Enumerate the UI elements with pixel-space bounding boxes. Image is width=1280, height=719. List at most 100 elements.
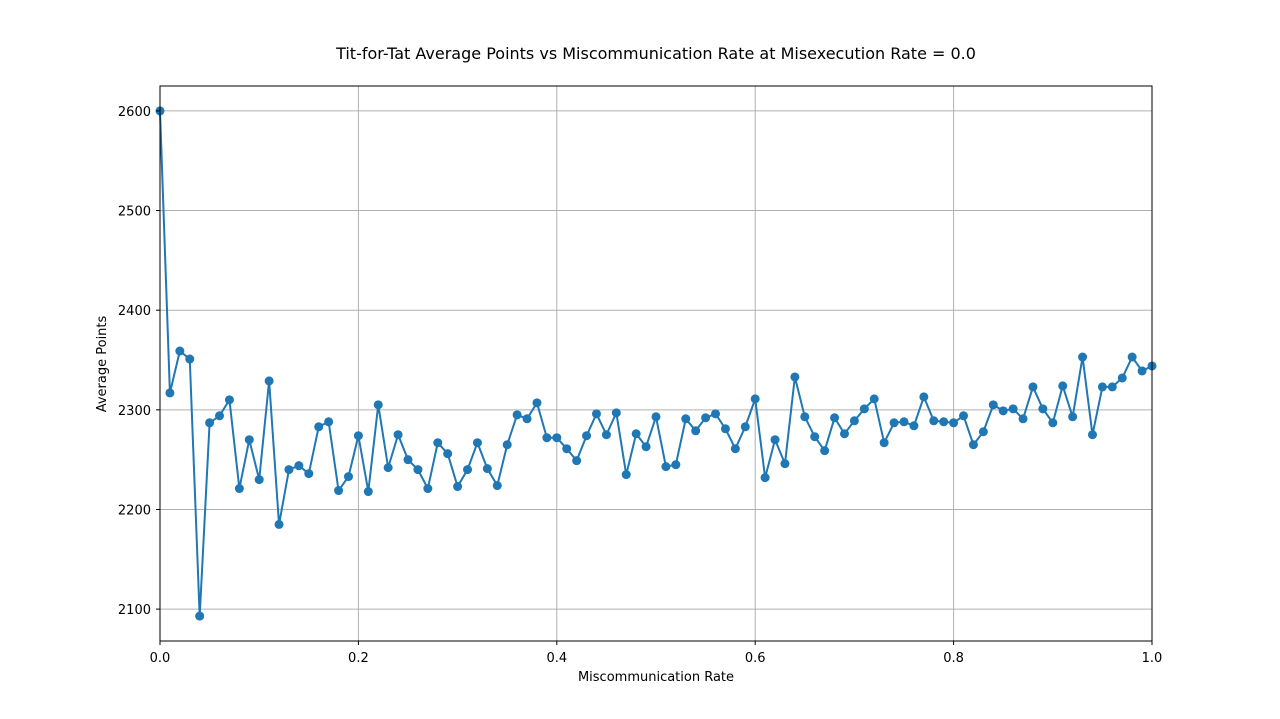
y-tick-label: 2300 bbox=[118, 404, 151, 419]
data-point bbox=[433, 438, 443, 448]
data-point bbox=[343, 472, 353, 482]
data-point bbox=[909, 421, 919, 431]
chart-title: Tit-for-Tat Average Points vs Miscommuni… bbox=[335, 44, 976, 63]
data-point bbox=[879, 438, 889, 448]
data-point bbox=[532, 398, 542, 408]
y-tick-label: 2200 bbox=[118, 503, 151, 518]
data-point bbox=[760, 473, 770, 483]
series-line bbox=[159, 110, 1153, 618]
data-point bbox=[641, 442, 651, 452]
data-point bbox=[740, 422, 750, 432]
y-tick-label: 2400 bbox=[118, 304, 151, 319]
data-point bbox=[542, 433, 552, 443]
data-point bbox=[1087, 430, 1097, 440]
data-point bbox=[453, 482, 463, 492]
data-point bbox=[294, 461, 304, 471]
data-point bbox=[492, 481, 502, 491]
data-point bbox=[224, 395, 234, 405]
data-point bbox=[671, 460, 681, 470]
data-point bbox=[1048, 418, 1058, 428]
data-point bbox=[661, 462, 671, 472]
data-point bbox=[413, 465, 423, 475]
data-point bbox=[701, 413, 711, 423]
data-point bbox=[1097, 382, 1107, 392]
data-point bbox=[1127, 352, 1137, 362]
data-point bbox=[373, 400, 383, 410]
data-point bbox=[978, 427, 988, 437]
data-point bbox=[1008, 404, 1018, 414]
series-layer bbox=[155, 106, 1157, 621]
data-point bbox=[324, 417, 334, 427]
x-tick-label: 1.0 bbox=[1142, 651, 1163, 666]
data-point bbox=[859, 404, 869, 414]
data-point bbox=[770, 435, 780, 445]
data-point bbox=[820, 446, 830, 456]
data-point bbox=[205, 418, 215, 428]
y-axis-label: Average Points bbox=[95, 315, 110, 412]
data-point bbox=[423, 484, 433, 494]
x-tick-label: 0.0 bbox=[150, 651, 171, 666]
data-point bbox=[1038, 404, 1048, 414]
data-point bbox=[800, 412, 810, 422]
data-point bbox=[215, 411, 225, 421]
data-point bbox=[810, 432, 820, 442]
x-axis-label: Miscommunication Rate bbox=[578, 670, 734, 685]
data-point bbox=[601, 430, 611, 440]
data-point bbox=[730, 444, 740, 454]
data-point bbox=[463, 465, 473, 475]
data-point bbox=[572, 456, 582, 466]
x-tick-label: 0.8 bbox=[943, 651, 964, 666]
y-tick-label: 2100 bbox=[118, 603, 151, 618]
data-point bbox=[780, 459, 790, 469]
data-point bbox=[284, 465, 294, 475]
data-point bbox=[314, 422, 324, 432]
data-point bbox=[750, 394, 760, 404]
data-point bbox=[631, 429, 641, 439]
data-point bbox=[968, 440, 978, 450]
y-tick-label: 2500 bbox=[118, 205, 151, 220]
data-point bbox=[383, 463, 393, 473]
data-point bbox=[929, 416, 939, 426]
data-point bbox=[998, 406, 1008, 416]
data-point bbox=[363, 487, 373, 497]
data-point bbox=[899, 417, 909, 427]
x-tick-label: 0.2 bbox=[348, 651, 369, 666]
data-point bbox=[849, 416, 859, 426]
data-point bbox=[1137, 366, 1147, 376]
data-point bbox=[711, 409, 721, 419]
data-point bbox=[621, 470, 631, 480]
data-point bbox=[175, 346, 185, 356]
data-point bbox=[522, 414, 532, 424]
data-point bbox=[304, 469, 314, 479]
data-point bbox=[939, 417, 949, 427]
data-point bbox=[552, 433, 562, 443]
data-point bbox=[165, 388, 175, 398]
data-point bbox=[185, 354, 195, 364]
data-point bbox=[839, 429, 849, 439]
data-point bbox=[353, 431, 363, 441]
data-point bbox=[681, 414, 691, 424]
data-point bbox=[869, 394, 879, 404]
tick-layer: 0.0 0.2 0.4 0.6 0.8 1.0 2100 2200 2300 2400 2500 26… bbox=[118, 105, 1162, 666]
data-point bbox=[502, 440, 512, 450]
data-point bbox=[889, 418, 899, 428]
data-point bbox=[582, 431, 592, 441]
y-tick-label: 2600 bbox=[118, 105, 151, 120]
data-point bbox=[393, 430, 403, 440]
data-point bbox=[1078, 352, 1088, 362]
data-point bbox=[1018, 414, 1028, 424]
data-point bbox=[482, 464, 492, 474]
grid-lines bbox=[159, 86, 1153, 641]
data-point bbox=[959, 411, 969, 421]
data-point bbox=[562, 444, 572, 454]
data-point bbox=[651, 412, 661, 422]
data-point bbox=[919, 392, 929, 402]
data-point bbox=[264, 376, 274, 386]
data-point bbox=[591, 409, 601, 419]
data-point bbox=[1028, 382, 1038, 392]
data-point bbox=[1068, 412, 1078, 422]
x-tick-label: 0.4 bbox=[546, 651, 567, 666]
data-point bbox=[691, 426, 701, 436]
data-point bbox=[611, 408, 621, 418]
data-point bbox=[512, 410, 522, 420]
